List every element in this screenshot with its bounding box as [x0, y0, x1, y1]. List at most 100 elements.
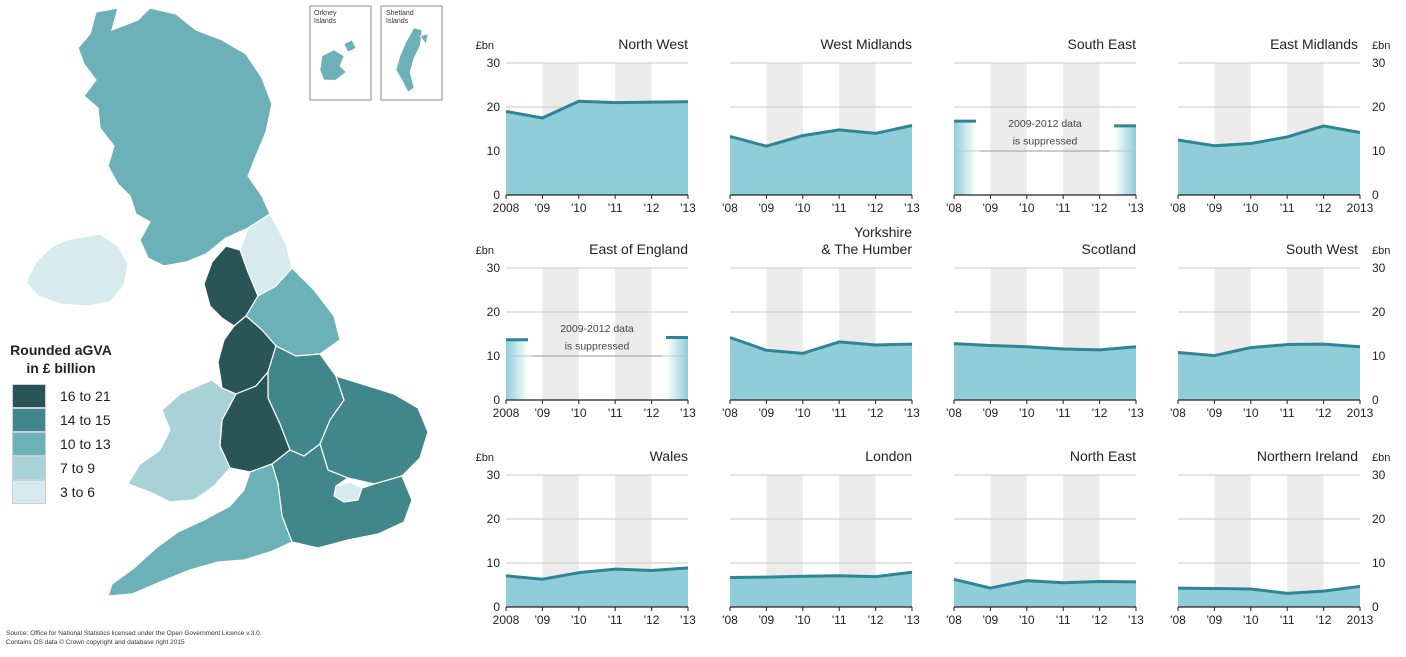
x-tick-label: '13 — [1128, 201, 1144, 215]
unit-label: £bn — [476, 40, 494, 52]
x-tick-label: '09 — [983, 613, 999, 627]
x-tick-label: '11 — [1056, 201, 1071, 215]
x-tick-label: '11 — [608, 201, 623, 215]
source-line2: Contains OS data © Crown copyright and d… — [6, 639, 185, 646]
x-tick-label: '09 — [759, 406, 775, 420]
region-wales — [127, 379, 237, 503]
legend-swatch-4 — [12, 456, 46, 480]
series-line — [729, 570, 913, 580]
x-tick-label: '08 — [722, 201, 738, 215]
y-tick-label: 0 — [493, 188, 500, 202]
x-tick-label: '09 — [759, 201, 775, 215]
x-tick-label: '09 — [759, 613, 775, 627]
shade-band-2009 — [542, 268, 579, 400]
y-tick-label: 20 — [1372, 512, 1386, 526]
x-tick-label: '11 — [608, 613, 623, 627]
x-tick-label: '10 — [571, 201, 587, 215]
x-tick-label: '08 — [722, 613, 738, 627]
unit-label: £bn — [1372, 245, 1390, 257]
y-tick-label: 0 — [1372, 393, 1379, 407]
x-tick-label: 2008 — [493, 201, 520, 215]
series-area — [954, 579, 1136, 607]
charts-svg: 2008 '09 '10 '11 '12 '13 0 10 20 30 £bn North West '… — [476, 36, 1391, 627]
unit-label: £bn — [476, 245, 494, 257]
chart-panel-2: '08 '09 '10 '11 '12 '13 West Midlands — [722, 36, 920, 215]
chart-panel-9: 2008 '09 '10 '11 '12 '13 0 10 20 30 £bn Wales — [476, 448, 697, 627]
legend-title-line1: Rounded aGVA — [10, 342, 112, 358]
x-tick-label: '10 — [795, 201, 811, 215]
series-line — [953, 342, 1137, 352]
x-tick-label: '11 — [1056, 406, 1071, 420]
x-tick-label: '08 — [946, 201, 962, 215]
orkney-inset-box — [309, 5, 372, 101]
x-tick-label: '13 — [680, 613, 696, 627]
legend-label-3: 10 to 13 — [60, 436, 111, 452]
suppressed-bar-end — [1114, 125, 1136, 195]
chart-title: East Midlands — [1270, 36, 1358, 52]
shade-band-2009 — [1214, 475, 1251, 607]
shade-band-2009 — [990, 63, 1027, 195]
x-tick-label: '11 — [832, 406, 847, 420]
x-tick-label: '12 — [1092, 406, 1108, 420]
x-tick-label: '10 — [795, 406, 811, 420]
y-tick-label: 30 — [1372, 261, 1386, 275]
y-tick-label: 20 — [487, 100, 501, 114]
x-tick-label: '11 — [1056, 613, 1071, 627]
chart-title: South West — [1286, 241, 1358, 257]
x-tick-label: '12 — [1092, 201, 1108, 215]
chart-panel-3: 2009-2012 data is suppressed '08 '09 '10 '11 '… — [946, 36, 1144, 215]
chart-title: London — [865, 448, 912, 464]
x-tick-label: '13 — [904, 613, 920, 627]
chart-panel-6: '08 '09 '10 '11 '12 '13 Yorkshire& The Humber — [722, 224, 920, 420]
y-tick-label: 0 — [493, 600, 500, 614]
shetland-inset-label: Shetland Islands — [386, 10, 414, 26]
y-tick-label: 20 — [1372, 100, 1386, 114]
unit-label: £bn — [476, 452, 494, 464]
legend-swatch-1 — [12, 384, 46, 408]
x-tick-label: '09 — [1207, 406, 1223, 420]
chart-title: North East — [1070, 448, 1136, 464]
legend-swatch-3 — [12, 432, 46, 456]
x-tick-label: '10 — [1019, 613, 1035, 627]
x-tick-label: '11 — [1280, 201, 1295, 215]
series-line — [1177, 342, 1361, 358]
x-tick-label: '09 — [1207, 613, 1223, 627]
suppressed-bar-start — [506, 339, 528, 400]
series-line — [505, 566, 689, 581]
legend-title-line2: in £ billion — [26, 360, 96, 376]
legend-label-5: 3 to 6 — [60, 484, 96, 500]
x-tick-label: '10 — [1019, 201, 1035, 215]
shade-band-2011 — [615, 268, 652, 400]
chart-title: South East — [1068, 36, 1137, 52]
x-tick-label: '08 — [1170, 201, 1186, 215]
region-north-west — [203, 245, 259, 327]
x-tick-label: '09 — [535, 613, 551, 627]
orkney-label-line2: Islands — [314, 18, 337, 25]
x-tick-label: '10 — [571, 613, 587, 627]
chart-panel-7: '08 '09 '10 '11 '12 '13 Scotland — [946, 241, 1144, 420]
x-tick-label: '09 — [535, 406, 551, 420]
series-line — [729, 336, 913, 355]
y-tick-label: 30 — [1372, 56, 1386, 70]
x-tick-label: '12 — [868, 613, 884, 627]
chart-title: & The Humber — [821, 241, 912, 257]
y-tick-label: 30 — [1372, 468, 1386, 482]
y-tick-label: 20 — [487, 512, 501, 526]
x-tick-label: '09 — [535, 201, 551, 215]
x-tick-label: '13 — [1128, 613, 1144, 627]
x-tick-label: '13 — [1128, 406, 1144, 420]
legend-swatch-2 — [12, 408, 46, 432]
x-tick-label: '11 — [608, 406, 623, 420]
x-tick-label: '13 — [904, 201, 920, 215]
shade-band-2011 — [1287, 475, 1324, 607]
x-tick-label: '12 — [868, 201, 884, 215]
y-tick-label: 10 — [1372, 144, 1386, 158]
x-tick-label: '10 — [1243, 613, 1259, 627]
series-line — [1177, 124, 1361, 148]
source-line1: Source: Office for National Statistics l… — [6, 630, 262, 637]
x-tick-label: '12 — [1092, 613, 1108, 627]
x-tick-label: '12 — [1316, 613, 1332, 627]
y-tick-label: 10 — [487, 144, 501, 158]
x-tick-label: '12 — [644, 406, 660, 420]
x-tick-label: '10 — [795, 613, 811, 627]
